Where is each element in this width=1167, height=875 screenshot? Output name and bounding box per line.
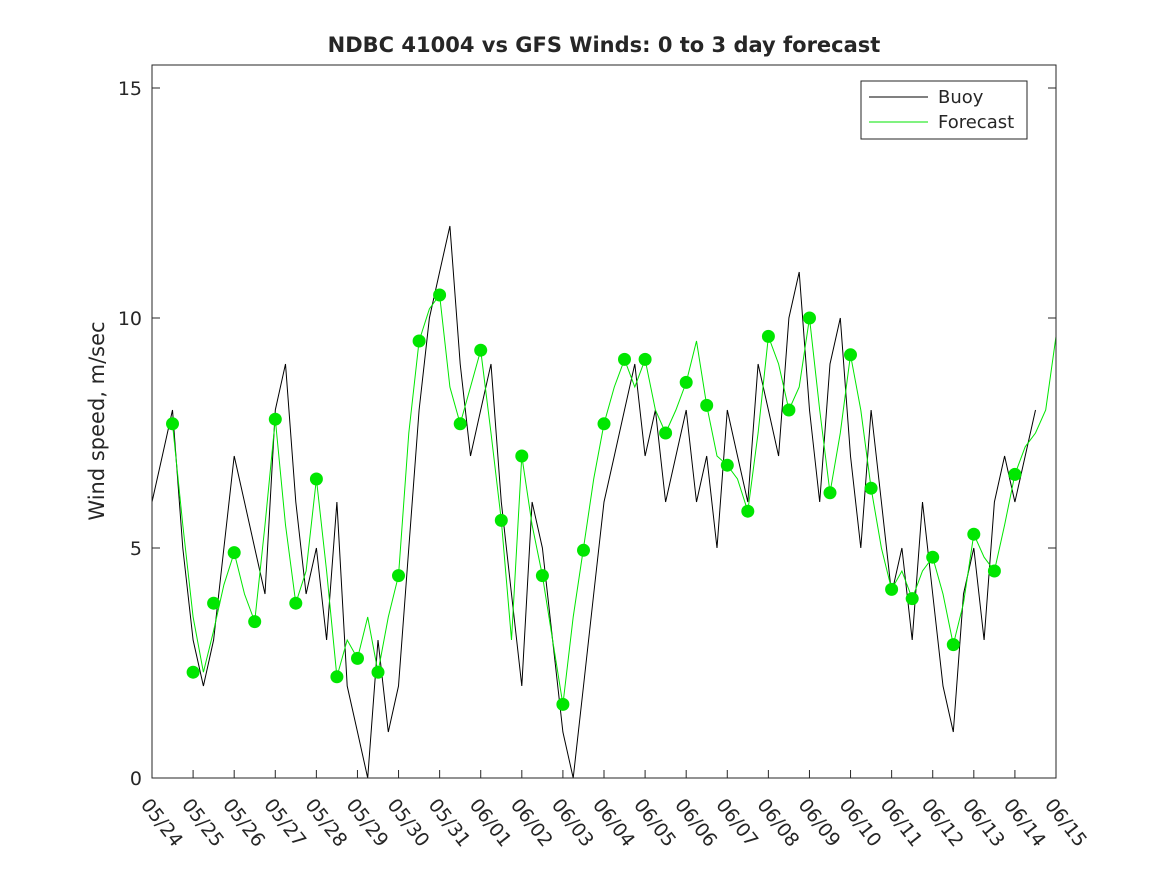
- legend: Buoy Forecast: [860, 80, 1028, 140]
- forecast-point: [700, 398, 714, 412]
- forecast-point: [577, 543, 590, 557]
- series-layer: [151, 225, 1057, 779]
- forecast-point: [987, 564, 1001, 578]
- forecast-point: [926, 550, 940, 564]
- forecast-point: [494, 513, 508, 527]
- forecast-point: [556, 697, 570, 711]
- y-axis-label: Wind speed, m/sec: [85, 321, 109, 520]
- forecast-point: [679, 375, 693, 389]
- forecast-point: [885, 582, 899, 596]
- forecast-point: [597, 417, 611, 431]
- y-tick-label: 5: [130, 538, 142, 560]
- forecast-point: [186, 665, 200, 679]
- forecast-point: [803, 311, 816, 325]
- forecast-point: [823, 486, 837, 500]
- legend-label-buoy: Buoy: [938, 87, 984, 108]
- forecast-point: [392, 569, 405, 583]
- forecast-point: [248, 615, 262, 629]
- forecast-point: [371, 665, 385, 679]
- y-tick-label: 15: [118, 78, 142, 100]
- forecast-point: [618, 352, 631, 366]
- series-line-forecast: [172, 293, 1057, 705]
- forecast-point: [967, 527, 981, 541]
- legend-box: [860, 80, 1028, 140]
- forecast-point: [166, 417, 179, 431]
- y-tick-label: 10: [118, 308, 142, 330]
- forecast-point: [844, 348, 857, 362]
- forecast-point: [1008, 467, 1022, 481]
- y-tick-label: 0: [130, 768, 142, 790]
- forecast-point: [412, 334, 426, 348]
- forecast-point: [227, 546, 241, 560]
- forecast-point: [535, 569, 549, 583]
- forecast-point: [453, 417, 467, 431]
- forecast-point: [207, 596, 221, 610]
- forecast-point: [659, 426, 673, 440]
- forecast-point: [474, 343, 488, 357]
- forecast-point: [515, 449, 529, 463]
- forecast-point: [433, 288, 447, 302]
- marker-layer: [166, 288, 1022, 711]
- forecast-point: [638, 352, 652, 366]
- forecast-point: [782, 403, 796, 417]
- chart-title: NDBC 41004 vs GFS Winds: 0 to 3 day fore…: [328, 33, 881, 57]
- forecast-point: [720, 458, 734, 472]
- y-axis-ticks: 0 5 10 15: [118, 78, 1056, 790]
- forecast-point: [330, 670, 344, 684]
- forecast-point: [309, 472, 323, 486]
- forecast-point: [761, 329, 775, 343]
- series-line-buoy: [151, 225, 1036, 779]
- legend-label-forecast: Forecast: [938, 112, 1014, 133]
- forecast-point: [268, 412, 282, 426]
- forecast-point: [351, 651, 364, 665]
- forecast-point: [741, 504, 755, 518]
- forecast-point: [864, 481, 878, 495]
- forecast-point: [946, 638, 960, 652]
- forecast-point: [905, 592, 919, 606]
- forecast-point: [289, 596, 303, 610]
